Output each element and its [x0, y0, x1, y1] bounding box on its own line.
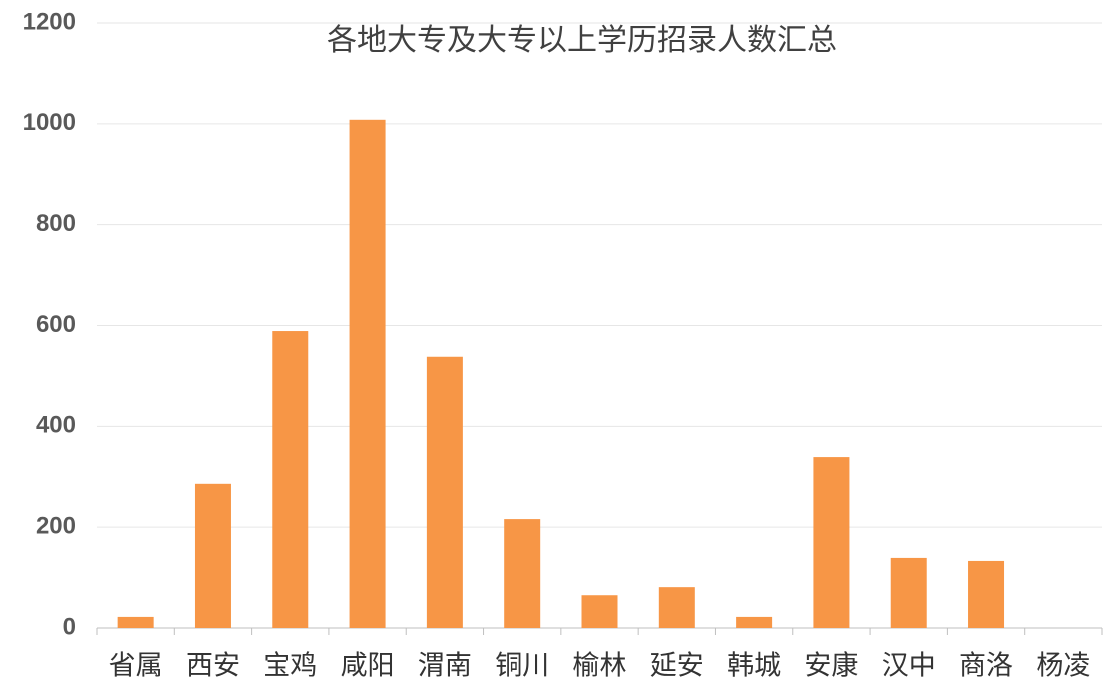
y-tick-label: 1200 — [23, 8, 76, 35]
bar — [890, 557, 927, 628]
bar — [658, 587, 695, 628]
chart-title: 各地大专及大专以上学历招录人数汇总 — [327, 23, 837, 58]
x-tick-label: 宝鸡 — [263, 651, 317, 682]
x-tick-label: 商洛 — [959, 651, 1013, 682]
x-tick-label: 延安 — [650, 651, 704, 682]
y-tick-label: 400 — [36, 412, 76, 439]
x-tick-label: 渭南 — [418, 651, 472, 682]
y-tick-label: 600 — [36, 311, 76, 338]
x-tick-label: 韩城 — [727, 651, 781, 682]
bar — [581, 595, 618, 628]
y-tick-label: 1000 — [23, 109, 76, 136]
x-tick-label: 铜川 — [495, 651, 549, 682]
y-tick-label: 800 — [36, 210, 76, 237]
bar — [968, 560, 1005, 628]
bar — [117, 616, 154, 628]
x-tick-label: 省属 — [109, 651, 163, 682]
x-tick-label: 咸阳 — [341, 651, 395, 682]
bar — [813, 457, 850, 628]
bar — [736, 616, 773, 628]
x-tick-label: 榆林 — [573, 651, 627, 682]
bar — [349, 119, 386, 629]
bar — [504, 519, 541, 628]
bar — [272, 331, 309, 628]
bar — [194, 483, 231, 628]
y-tick-label: 200 — [36, 513, 76, 540]
x-tick-label: 杨凌 — [1036, 651, 1090, 682]
bar — [426, 356, 463, 628]
x-tick-label: 安康 — [804, 651, 858, 682]
y-tick-label: 0 — [63, 613, 76, 640]
x-tick-label: 汉中 — [882, 651, 936, 682]
x-tick-label: 西安 — [186, 651, 240, 682]
